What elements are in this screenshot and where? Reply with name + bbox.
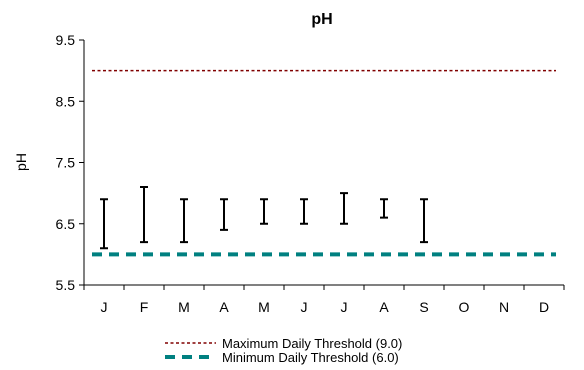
x-tick-label: M (178, 299, 190, 315)
x-tick-label: N (499, 299, 509, 315)
x-tick-label: J (341, 299, 348, 315)
range-bars (100, 186, 428, 250)
x-tick-label: A (379, 299, 389, 315)
range-bar (100, 198, 108, 250)
range-bar (420, 198, 428, 244)
chart-title: pH (311, 11, 332, 28)
x-tick-label: O (459, 299, 470, 315)
x-tick-label: F (140, 299, 149, 315)
y-axis-ticks: 5.5 6.5 7.5 8.5 9.5 (56, 32, 84, 293)
range-bar (140, 186, 148, 244)
range-bar (220, 198, 228, 231)
x-tick-label: D (539, 299, 549, 315)
x-tick-label: A (219, 299, 229, 315)
range-bar (380, 198, 388, 219)
y-axis-label: pH (13, 153, 29, 171)
range-bar (180, 198, 188, 244)
legend-label: Maximum Daily Threshold (9.0) (222, 336, 402, 351)
y-tick-label: 6.5 (56, 216, 76, 232)
x-tick-label: J (101, 299, 108, 315)
y-tick-label: 5.5 (56, 277, 76, 293)
y-tick-label: 9.5 (56, 32, 76, 48)
range-bar (300, 198, 308, 225)
y-tick-label: 8.5 (56, 93, 76, 109)
x-tick-label: J (301, 299, 308, 315)
axes (83, 40, 564, 286)
x-tick-label: S (419, 299, 428, 315)
y-tick-label: 7.5 (56, 155, 76, 171)
range-bar (340, 192, 348, 225)
threshold-lines (92, 69, 556, 257)
range-bar (260, 198, 268, 225)
x-tick-label: M (258, 299, 270, 315)
legend-label: Minimum Daily Threshold (6.0) (222, 350, 399, 365)
legend: Maximum Daily Threshold (9.0)Minimum Dai… (165, 336, 402, 365)
